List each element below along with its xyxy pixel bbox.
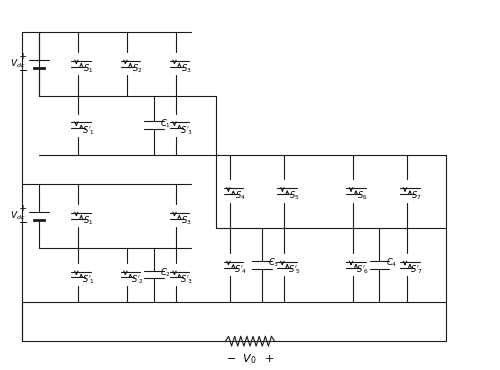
Text: $V_{dc}$: $V_{dc}$ [10,57,26,70]
Text: $C_3$: $C_3$ [268,256,279,269]
Text: $V_{dc}$: $V_{dc}$ [10,209,26,222]
Text: $S_5$: $S_5$ [289,190,300,202]
Text: $S_1$: $S_1$ [83,214,94,227]
Text: $S_4$: $S_4$ [235,190,246,202]
Text: +: + [20,52,28,61]
Text: $S'_3$: $S'_3$ [180,124,193,137]
Text: $S'_5$: $S'_5$ [288,263,300,276]
Text: $S'_2$: $S'_2$ [130,273,143,286]
Text: $S'_3$: $S'_3$ [180,273,193,286]
Text: $C_4$: $C_4$ [386,256,397,269]
Text: $S'_4$: $S'_4$ [234,263,247,276]
Text: +: + [20,204,28,213]
Text: $S'_6$: $S'_6$ [356,263,370,276]
Text: $S'_7$: $S'_7$ [410,263,424,276]
Text: $S'_1$: $S'_1$ [82,273,94,286]
Text: $S'_1$: $S'_1$ [82,124,94,137]
Text: $S_7$: $S_7$ [412,190,422,202]
Text: $C_1$: $C_1$ [160,117,171,130]
Text: −: − [18,218,28,229]
Text: $S_3$: $S_3$ [181,62,192,75]
Text: $S_2$: $S_2$ [132,62,142,75]
Text: $S_6$: $S_6$ [358,190,368,202]
Text: $S_3$: $S_3$ [181,214,192,227]
Text: $S_1$: $S_1$ [83,62,94,75]
Text: $C_2$: $C_2$ [160,266,171,279]
Text: $-\ \ V_0\ \ +$: $-\ \ V_0\ \ +$ [226,352,274,366]
Text: −: − [18,67,28,77]
